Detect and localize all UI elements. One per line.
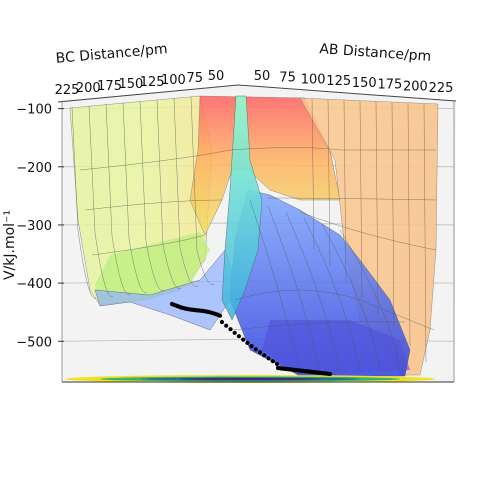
mesh-wire-left bbox=[105, 103, 131, 295]
surface-saddle-ridge bbox=[221, 95, 263, 321]
trajectory-point bbox=[327, 371, 333, 377]
mesh-wire-valley bbox=[321, 223, 381, 371]
trajectory-point bbox=[262, 353, 267, 358]
bc-axis-label: BC Distance/pm bbox=[55, 41, 168, 67]
bc-tick-label: 150 bbox=[118, 77, 143, 92]
ab-tick-label: 100 bbox=[301, 72, 326, 87]
bc-tick-label: 200 bbox=[76, 81, 101, 96]
trajectory-point bbox=[266, 356, 271, 361]
trajectory-point bbox=[217, 313, 223, 318]
bc-tick-label: 125 bbox=[140, 75, 165, 90]
z-tick-label: −200 bbox=[16, 161, 52, 176]
mesh-wire-left bbox=[173, 97, 199, 287]
trajectory-path bbox=[169, 301, 333, 377]
mesh-wire-valley bbox=[285, 211, 341, 371]
mesh-wire-valley bbox=[339, 229, 401, 371]
z-tick-label: −500 bbox=[16, 335, 52, 350]
ab-tick-labels: 50 75 100 125 150 175 200 225 bbox=[254, 69, 454, 96]
mesh-wire-right bbox=[423, 103, 427, 363]
mesh-wire-valley bbox=[267, 205, 321, 371]
z-tick-label: −300 bbox=[16, 219, 52, 234]
ab-axis-label: AB Distance/pm bbox=[319, 41, 432, 65]
bc-tick-label: 175 bbox=[97, 79, 122, 94]
pane-top-edge bbox=[57, 84, 457, 103]
mesh-wire-right bbox=[311, 98, 315, 251]
trajectory-point bbox=[249, 344, 254, 349]
ab-tick-label: 50 bbox=[254, 69, 271, 84]
trajectory-point bbox=[224, 323, 229, 328]
bc-tick-label: 50 bbox=[208, 69, 225, 84]
mesh-wire-left bbox=[190, 96, 216, 286]
mesh-wire-left bbox=[88, 105, 114, 297]
z-tick-labels: −100 −200 −300 −400 −500 bbox=[16, 103, 64, 350]
z-tick-label: −100 bbox=[16, 103, 52, 118]
ab-tick-label: 200 bbox=[403, 79, 428, 94]
mesh-wire-left bbox=[122, 102, 148, 293]
mesh-wire-right bbox=[375, 101, 379, 315]
bc-tick-label: 100 bbox=[161, 73, 186, 88]
trajectory-point bbox=[219, 319, 225, 325]
surface-mesh bbox=[71, 96, 437, 371]
ab-tick-label: 75 bbox=[279, 71, 296, 86]
z-axis-label: V/kJ.mol⁻¹ bbox=[2, 210, 18, 280]
bc-tick-label: 75 bbox=[186, 71, 203, 86]
trajectory-point bbox=[270, 359, 275, 364]
mesh-wire-left bbox=[139, 100, 165, 291]
mesh-band-curve bbox=[84, 197, 437, 211]
trajectory-point bbox=[253, 347, 258, 352]
mesh-band-curve bbox=[79, 147, 436, 171]
ab-tick-label: 125 bbox=[326, 74, 351, 89]
trajectory-point bbox=[241, 337, 246, 342]
bc-tick-label: 225 bbox=[55, 83, 80, 98]
ab-tick-label: 175 bbox=[377, 78, 402, 93]
surface-valley-floor bbox=[262, 320, 410, 376]
trajectory-point bbox=[232, 330, 237, 335]
contour-projection bbox=[65, 375, 435, 383]
z-tick-label: −400 bbox=[16, 277, 52, 292]
mesh-band-curve bbox=[91, 211, 437, 256]
mesh-wire-right bbox=[407, 103, 411, 347]
trajectory-point bbox=[236, 334, 241, 339]
ab-tick-label: 150 bbox=[352, 76, 377, 91]
mesh-band-curve bbox=[234, 289, 435, 331]
trajectory-point bbox=[245, 340, 250, 345]
mesh-wire-left bbox=[71, 106, 97, 299]
mesh-wire-valley bbox=[303, 217, 361, 371]
trajectory-point bbox=[274, 361, 280, 367]
mesh-wire-valley bbox=[249, 199, 301, 371]
mesh-band-curve bbox=[231, 321, 406, 331]
surface-right-wall bbox=[299, 97, 439, 376]
mesh-wire-left bbox=[156, 99, 182, 289]
trajectory-point bbox=[258, 350, 263, 355]
mesh-wire-right bbox=[343, 100, 347, 283]
ab-tick-label: 225 bbox=[429, 81, 454, 96]
mesh-wire-right bbox=[359, 101, 363, 299]
trajectory-point bbox=[228, 327, 233, 332]
mesh-wire-right bbox=[391, 102, 395, 331]
